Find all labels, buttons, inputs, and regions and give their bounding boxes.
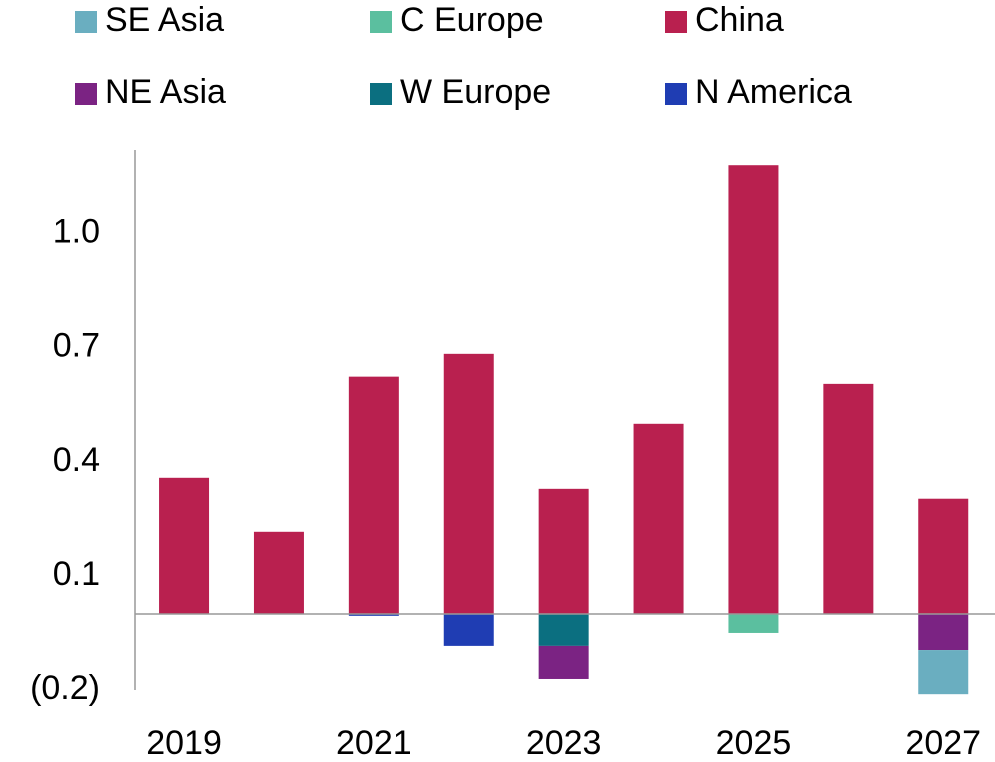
bar-segment: [918, 650, 969, 695]
bar-segment: [253, 531, 304, 614]
x-tick-label: 2025: [716, 724, 792, 762]
legend-label: C Europe: [400, 1, 544, 39]
y-tick-label: 0.1: [53, 555, 100, 593]
legend-swatch: [665, 83, 687, 105]
bar-segment: [633, 423, 684, 614]
x-tick-label: 2021: [336, 724, 412, 762]
bar-segment: [348, 613, 399, 616]
bar-segment: [728, 165, 779, 614]
y-tick-label: 1.0: [53, 213, 100, 251]
bar-segment: [728, 613, 779, 633]
x-tick-label: 2023: [526, 724, 602, 762]
y-tick-label: 0.4: [53, 441, 100, 479]
legend-swatch: [75, 11, 97, 33]
bar-segment: [443, 613, 494, 646]
bar-segment: [538, 488, 589, 614]
legend-swatch: [370, 83, 392, 105]
x-tick-label: 2027: [905, 724, 981, 762]
legend-swatch: [665, 11, 687, 33]
bar-segment: [538, 645, 589, 679]
legend-label: NE Asia: [105, 73, 226, 111]
legend-label: W Europe: [400, 73, 551, 111]
bar-segment: [538, 613, 589, 646]
bar-segment: [918, 498, 969, 614]
bar-segment: [159, 477, 210, 614]
y-tick-label: (0.2): [30, 669, 100, 707]
legend-swatch: [370, 11, 392, 33]
x-tick-label: 2019: [146, 724, 222, 762]
bar-segment: [918, 613, 969, 651]
legend-label: N America: [695, 73, 852, 111]
bar-segment: [443, 353, 494, 614]
legend-label: SE Asia: [105, 1, 224, 39]
y-tick-label: 0.7: [53, 327, 100, 365]
legend-label: China: [695, 1, 784, 39]
legend-swatch: [75, 83, 97, 105]
bar-segment: [348, 376, 399, 614]
bar-segment: [823, 383, 874, 614]
